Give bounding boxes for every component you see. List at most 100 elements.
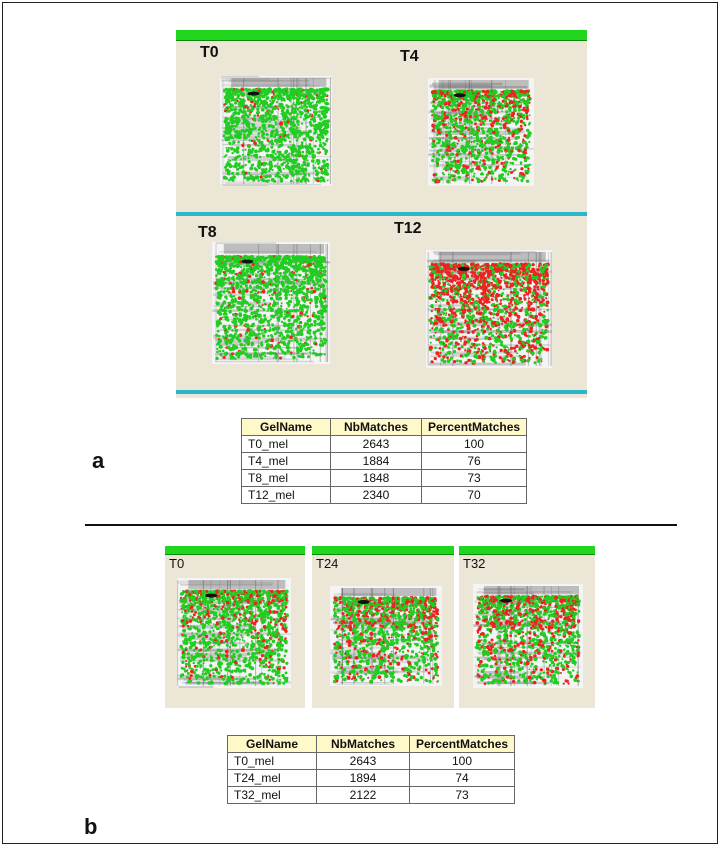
matched-spot <box>274 344 279 349</box>
matched-spot <box>311 279 314 282</box>
matched-spot <box>438 304 442 308</box>
matched-spot <box>266 154 270 158</box>
matched-spot <box>263 92 268 97</box>
matched-spot <box>448 92 452 96</box>
matched-spot <box>277 280 281 284</box>
matched-spot <box>440 358 445 362</box>
matched-spot <box>440 105 445 110</box>
matched-spot <box>277 326 281 330</box>
matched-spot <box>500 104 504 108</box>
matched-spot <box>265 97 269 101</box>
matched-spot <box>302 167 305 170</box>
unmatched-spot <box>443 113 446 116</box>
matched-spot <box>291 333 295 337</box>
matched-spot <box>431 178 435 182</box>
unmatched-spot <box>453 108 457 112</box>
matched-spot <box>531 298 534 301</box>
matched-spot <box>319 332 323 336</box>
unmatched-spot <box>272 93 275 95</box>
matched-spot <box>497 96 500 100</box>
matched-spot <box>255 313 259 317</box>
matched-spot <box>293 160 297 165</box>
matched-spot <box>312 124 316 128</box>
matched-spot <box>308 89 313 93</box>
matched-spot <box>449 114 453 118</box>
matched-spot <box>269 296 274 301</box>
matched-spot <box>429 341 432 344</box>
matched-spot <box>525 170 528 173</box>
matched-spot <box>490 170 494 174</box>
matched-spot <box>243 136 247 140</box>
matched-spot <box>507 120 512 125</box>
matched-spot <box>288 112 292 116</box>
matched-spot <box>526 128 530 133</box>
matched-spot <box>255 284 260 289</box>
unmatched-spot <box>299 311 304 316</box>
matched-spot <box>284 161 287 164</box>
matched-spot <box>217 291 221 295</box>
matched-spot <box>448 164 453 168</box>
matched-spot <box>453 130 456 133</box>
matched-spot <box>235 132 238 135</box>
matched-spot <box>278 88 283 92</box>
matched-spot <box>227 159 230 161</box>
matched-spot <box>291 165 296 170</box>
matched-spot <box>229 294 232 297</box>
matched-spot <box>297 177 301 180</box>
matched-spot <box>257 128 261 132</box>
matched-spot <box>528 140 531 144</box>
matched-spot <box>269 279 273 283</box>
matched-spot <box>239 281 242 284</box>
matched-spot <box>308 332 312 335</box>
matched-spot <box>464 98 469 103</box>
matched-spot <box>234 87 238 91</box>
matched-spot <box>224 116 228 120</box>
matched-spot <box>227 90 232 95</box>
unmatched-spot <box>476 165 480 169</box>
matched-spot <box>472 133 476 137</box>
matched-spot <box>303 267 306 270</box>
unmatched-spot <box>444 115 449 120</box>
unmatched-spot <box>487 336 492 341</box>
matched-spot <box>289 262 292 265</box>
matched-spot <box>487 345 492 349</box>
matched-spot <box>485 173 489 177</box>
matched-spot <box>267 320 270 323</box>
matched-spot <box>520 149 523 152</box>
matched-spot <box>301 150 305 154</box>
unmatched-spot <box>498 104 502 108</box>
matched-spot <box>290 339 293 342</box>
matched-spot <box>231 269 236 274</box>
matched-spot <box>253 267 257 271</box>
matched-spot <box>256 295 260 298</box>
matched-spot <box>235 276 240 280</box>
matched-spot <box>448 90 451 93</box>
matched-spot <box>282 117 286 121</box>
matched-spot <box>457 175 461 180</box>
matched-spot <box>501 94 505 98</box>
matched-spot <box>472 139 476 143</box>
matched-spot <box>485 134 489 138</box>
unmatched-spot <box>442 123 446 127</box>
matched-spot <box>261 260 264 263</box>
matched-spot <box>221 316 224 319</box>
matched-spot <box>476 332 481 337</box>
matched-spot <box>476 130 480 134</box>
matched-spot <box>316 89 319 93</box>
matched-spot <box>315 283 318 285</box>
matched-spot <box>267 309 270 312</box>
matched-spot <box>230 276 234 280</box>
matched-spot <box>299 262 303 266</box>
matched-spot <box>288 346 291 349</box>
matched-spot <box>295 268 298 272</box>
matched-spot <box>240 103 242 106</box>
matched-spot <box>255 334 259 337</box>
matched-spot <box>516 95 519 98</box>
matched-spot <box>285 124 288 128</box>
unmatched-spot <box>508 302 511 305</box>
matched-spot <box>493 94 498 99</box>
unmatched-spot <box>513 94 516 98</box>
matched-spot <box>291 96 296 100</box>
matched-spot <box>233 108 236 111</box>
matched-spot <box>481 164 485 168</box>
